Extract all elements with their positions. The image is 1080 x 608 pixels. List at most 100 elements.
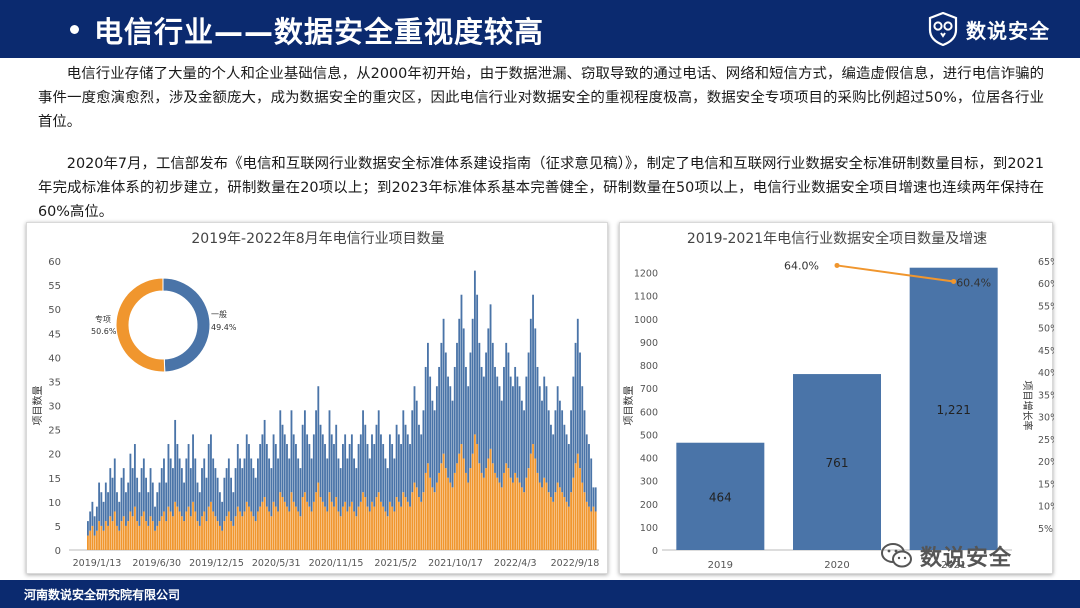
y-tick-label: 15 — [48, 474, 61, 485]
bar-segment-一般 — [216, 477, 219, 522]
bar-segment-一般 — [198, 492, 201, 526]
bar-segment-专项 — [272, 501, 275, 550]
x-tick-label: 2019/1/13 — [73, 558, 122, 569]
bar-segment-专项 — [203, 511, 206, 550]
bar-segment-一般 — [554, 410, 557, 493]
bar-segment-专项 — [346, 511, 349, 550]
bar-segment-专项 — [543, 477, 546, 550]
pie-value: 49.4% — [211, 323, 237, 332]
y-tick-label: 600 — [640, 407, 658, 418]
bar-segment-一般 — [442, 318, 445, 454]
bar-segment-专项 — [227, 511, 230, 550]
bar-segment-专项 — [321, 501, 324, 550]
bar-segment-一般 — [368, 458, 371, 512]
bar-segment-一般 — [326, 458, 329, 512]
bar-segment-专项 — [565, 501, 568, 550]
bar-segment-一般 — [245, 434, 248, 502]
bar-segment-一般 — [415, 400, 418, 488]
paragraph-1: 电信行业存储了大量的个人和企业基础信息，从2000年初开始，由于数据泄漏、窃取导… — [38, 66, 1044, 130]
bar-segment-专项 — [234, 516, 237, 550]
bar-segment-一般 — [534, 328, 537, 459]
growth-label: 64.0% — [784, 259, 819, 272]
bar-segment-专项 — [494, 472, 496, 550]
y-tick-label: 45 — [48, 329, 61, 340]
bar-segment-专项 — [431, 487, 434, 550]
bar-segment-一般 — [431, 400, 434, 488]
bar-segment-专项 — [283, 501, 286, 550]
bar-segment-一般 — [288, 458, 291, 512]
bar-segment-专项 — [482, 477, 485, 550]
bar-segment-一般 — [221, 501, 224, 531]
bar-segment-一般 — [476, 294, 479, 445]
bar-segment-专项 — [473, 434, 476, 550]
bar-segment-一般 — [424, 366, 427, 473]
y-tick-label: 1200 — [634, 269, 658, 280]
growth-point — [834, 262, 840, 268]
bar-segment-专项 — [93, 535, 96, 550]
bar-segment-专项 — [572, 477, 575, 550]
bar-segment-专项 — [409, 506, 411, 550]
bar-segment-专项 — [523, 492, 526, 550]
bar-segment-专项 — [310, 511, 313, 550]
bar-segment-一般 — [342, 444, 344, 507]
bar-segment-一般 — [308, 444, 311, 507]
bar-segment-一般 — [427, 342, 429, 464]
bar-segment-一般 — [167, 444, 170, 507]
y2-tick-label: 25% — [1038, 435, 1054, 446]
y2-tick-label: 20% — [1038, 457, 1054, 468]
bar-segment-专项 — [509, 477, 512, 550]
bar-segment-一般 — [346, 458, 349, 512]
bar-segment-一般 — [214, 468, 217, 517]
bar-segment-专项 — [567, 506, 570, 550]
bar-segment-一般 — [592, 487, 595, 507]
bar-segment-一般 — [585, 434, 588, 502]
bar-segment-专项 — [420, 501, 423, 550]
bar-segment-一般 — [100, 492, 103, 526]
bar-segment-一般 — [174, 419, 177, 502]
slide-header: 电信行业——数据安全重视度较高 数说安全 — [0, 0, 1080, 58]
bar-segment-专项 — [505, 463, 508, 550]
bar-value-label: 1,221 — [936, 403, 970, 417]
bar-segment-一般 — [377, 410, 380, 493]
bar-segment-一般 — [95, 506, 98, 531]
bar-segment-一般 — [317, 386, 320, 483]
bar-segment-一般 — [579, 352, 581, 469]
bar-segment-一般 — [160, 468, 163, 517]
bar-segment-一般 — [547, 410, 550, 493]
bar-segment-一般 — [118, 501, 121, 531]
bar-segment-专项 — [172, 516, 174, 550]
bar-segment-专项 — [391, 506, 394, 550]
bar-segment-专项 — [594, 511, 597, 550]
bar-segment-专项 — [541, 487, 543, 550]
bar-segment-专项 — [223, 521, 226, 550]
x-tick-label: 2019/12/15 — [189, 558, 244, 569]
bar-segment-一般 — [516, 376, 519, 478]
bar-segment-专项 — [384, 511, 387, 550]
bar-segment-专项 — [299, 516, 302, 550]
bar-segment-专项 — [330, 501, 333, 550]
bar-segment-专项 — [368, 511, 371, 550]
bar-segment-专项 — [189, 516, 192, 550]
bar-segment-一般 — [142, 458, 145, 512]
bar-segment-专项 — [525, 477, 528, 550]
y-tick-label: 10 — [48, 498, 61, 509]
bar-segment-专项 — [210, 501, 212, 550]
bar-segment-一般 — [136, 477, 139, 522]
bar-segment-专项 — [100, 525, 103, 550]
bar-segment-专项 — [429, 477, 432, 550]
y2-tick-label: 15% — [1038, 479, 1054, 490]
bar-segment-专项 — [558, 487, 561, 550]
bar-segment-专项 — [248, 506, 250, 550]
y-axis-label: 项目数量 — [31, 386, 44, 426]
bar-segment-专项 — [328, 492, 331, 550]
footer-company: 河南数说安全研究院有限公司 — [24, 588, 181, 602]
bar-segment-一般 — [382, 444, 385, 507]
bar-segment-专项 — [478, 463, 481, 550]
x-tick-label: 2021/10/17 — [428, 558, 483, 569]
y2-tick-label: 35% — [1038, 390, 1054, 401]
chart-title: 2019-2021年电信行业数据安全项目数量及增速 — [687, 230, 987, 247]
bar-segment-专项 — [104, 521, 107, 550]
bar-segment-一般 — [122, 468, 125, 517]
bar-segment-专项 — [393, 511, 396, 550]
bar-segment-一般 — [371, 434, 373, 502]
